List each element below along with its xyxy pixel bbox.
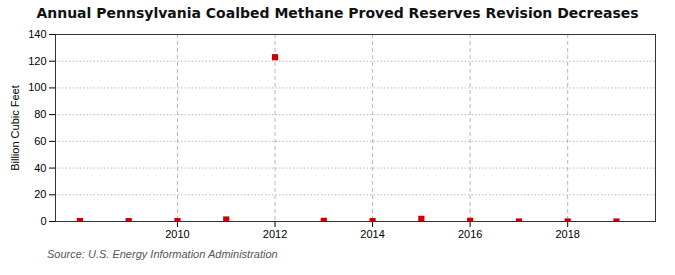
svg-text:60: 60 xyxy=(34,135,46,147)
svg-text:100: 100 xyxy=(28,81,46,93)
svg-text:2018: 2018 xyxy=(555,228,579,240)
svg-text:20: 20 xyxy=(34,188,46,200)
html-text:Source: U.S. Energy Informatio: Source: U.S. Energy Information Administ… xyxy=(47,248,278,260)
svg-text:40: 40 xyxy=(34,162,46,174)
svg-text:2014: 2014 xyxy=(360,228,384,240)
html-text:Annual Pennsylvania Coalbed Me: Annual Pennsylvania Coalbed Methane Prov… xyxy=(36,5,639,21)
svg-text:140: 140 xyxy=(28,28,46,40)
svg-text:80: 80 xyxy=(34,108,46,120)
svg-text:2016: 2016 xyxy=(458,228,482,240)
svg-text:2010: 2010 xyxy=(165,228,189,240)
svg-text:Billion Cubic Feet: Billion Cubic Feet xyxy=(9,85,21,171)
svg-text:0: 0 xyxy=(40,215,46,227)
svg-text:120: 120 xyxy=(28,55,46,67)
svg-text:2012: 2012 xyxy=(263,228,287,240)
